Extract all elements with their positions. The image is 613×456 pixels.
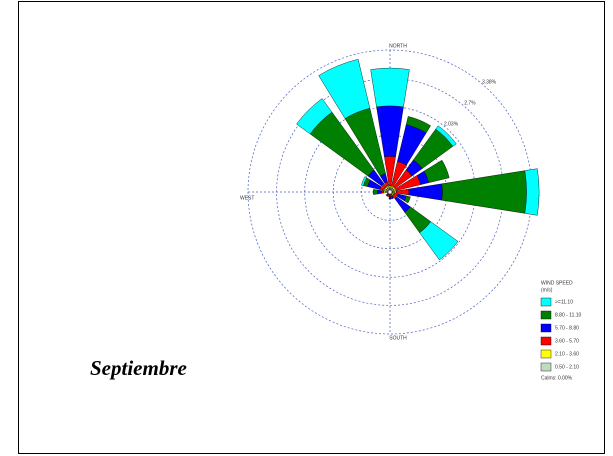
legend-label: 8.80 - 11.10: [555, 312, 582, 318]
r-tick-label: 2.7%: [464, 101, 476, 107]
direction-label: SOUTH: [389, 335, 407, 341]
legend-label: 2.10 - 3.60: [555, 351, 579, 357]
legend-label: 5.70 - 8.80: [555, 325, 579, 331]
r-tick-label: 3.38%: [482, 79, 497, 85]
legend-label: 0.50 - 2.10: [555, 364, 579, 370]
wedge-segment: [370, 67, 410, 108]
wedge-segment: [524, 168, 540, 216]
wedge-segment: [376, 105, 404, 157]
wedge-segment: [388, 185, 392, 189]
wedge-segment: [441, 170, 527, 214]
wedge-segment: [393, 190, 397, 194]
wedge-segment: [419, 221, 459, 261]
legend-swatch: [540, 336, 552, 346]
r-tick-label: 2.03%: [444, 121, 459, 127]
direction-label: NORTH: [389, 43, 407, 49]
wedge-segment: [377, 189, 382, 195]
center: [387, 189, 393, 195]
legend-title: WIND SPEED: [541, 280, 573, 286]
wedge-segment: [390, 196, 395, 200]
legend-swatch: [540, 297, 552, 307]
wedge-segment: [383, 190, 387, 194]
wedge-segment: [318, 58, 371, 119]
legend-swatch: [540, 349, 552, 359]
wedge-segment: [381, 190, 385, 194]
wedge-segment: [387, 194, 390, 198]
wedge-segment: [404, 195, 411, 204]
wedge-segment: [423, 159, 450, 183]
legend-label: >=11.10: [555, 299, 573, 305]
calms: Calms: 0.00%: [541, 375, 573, 381]
legend-swatch: [540, 310, 552, 320]
frame: [18, 1, 605, 454]
wedge-segment: [405, 116, 431, 134]
wedge-segment: [388, 196, 392, 200]
direction-label: WEST: [240, 195, 254, 201]
legend-label: 3.60 - 5.70: [555, 338, 579, 344]
wedge-segment: [296, 98, 333, 135]
wedge-segment: [372, 189, 378, 195]
wedge-segment: [385, 193, 389, 197]
legend-swatch: [540, 323, 552, 333]
caption: Septiembre: [90, 356, 187, 380]
legend-unit: (m/s): [541, 287, 553, 293]
wedge-segment: [361, 176, 367, 186]
legend-swatch: [540, 362, 552, 372]
wedge-segment: [388, 194, 392, 198]
wedge-segment: [435, 125, 457, 147]
